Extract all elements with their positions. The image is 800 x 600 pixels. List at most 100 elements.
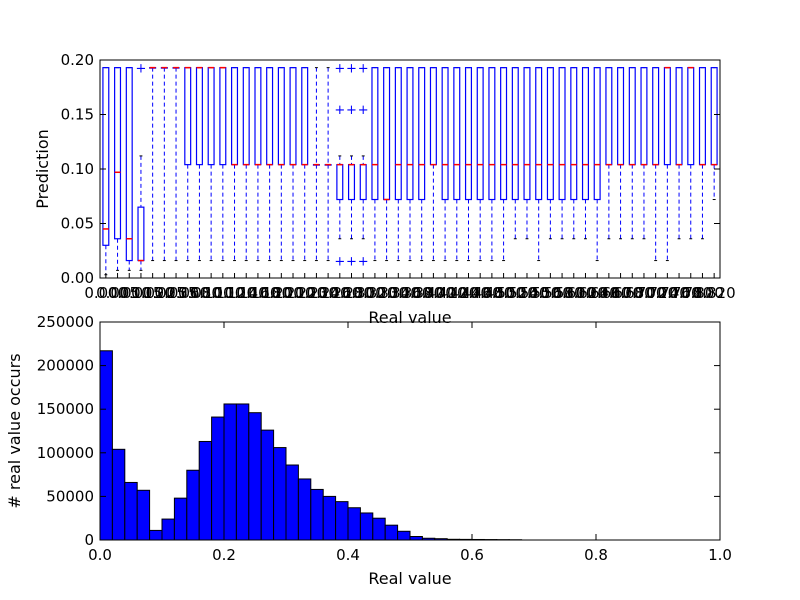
- boxplot-y-tick-label: 0.00: [61, 269, 94, 287]
- box-34: [500, 67, 508, 262]
- box-32: [476, 67, 484, 262]
- histogram-bar: [186, 469, 200, 541]
- boxplot-x-tick-label: 0.340: [377, 284, 420, 302]
- histogram-y-tick-label: 50000: [46, 487, 94, 505]
- boxplot-x-tick-label: 0.260: [318, 284, 361, 302]
- box-4: [149, 66, 157, 262]
- boxplot-x-tick-label: 0.400: [412, 284, 455, 302]
- box-body: [102, 67, 110, 246]
- histogram-y-tick-label: 250000: [37, 313, 94, 331]
- box-body: [500, 67, 508, 201]
- box-body: [558, 67, 566, 201]
- boxplot-x-tick-label: 0.240: [307, 284, 350, 302]
- histogram-bar: [260, 429, 275, 541]
- box-body: [418, 67, 426, 201]
- boxplot-x-ticks: 0.0000.0050.0100.0150.0200.0250.0350.060…: [84, 273, 736, 302]
- box-body: [581, 67, 589, 201]
- histogram-bar: [273, 447, 287, 541]
- boxplot-x-tick-label: 0.060: [166, 284, 209, 302]
- box-23: [371, 67, 379, 262]
- histogram-bar: [310, 488, 324, 541]
- boxplot-x-tick-label: 0.080: [178, 284, 221, 302]
- box-flier: +: [346, 103, 357, 118]
- histogram-bar: [297, 478, 312, 541]
- box-52: [710, 67, 718, 201]
- box-body: [464, 67, 473, 201]
- box-17: [301, 67, 309, 262]
- boxplot-x-tick-label: 0.140: [225, 284, 268, 302]
- box-21: + + +: [346, 62, 357, 270]
- boxplot-x-tick-label: 0.360: [389, 284, 432, 302]
- box-15: [277, 67, 285, 262]
- box-45: [628, 67, 636, 240]
- histogram-bar: [335, 501, 349, 541]
- box-20: + + +: [334, 62, 345, 270]
- box-31: [464, 67, 473, 262]
- histogram-x-tick-label: 0.0: [88, 546, 112, 564]
- boxplot-x-tick-label: 0.210: [272, 284, 315, 302]
- histogram-x-tick-label: 0.4: [336, 546, 360, 564]
- histogram-bar: [99, 350, 113, 541]
- boxplot-x-tick-label: 0.580: [541, 284, 584, 302]
- box-6: [172, 66, 180, 262]
- boxplot-x-tick-label: 0.520: [494, 284, 537, 302]
- boxplot-x-tick-label: 0.200: [260, 284, 303, 302]
- boxplot-x-tick-label: 0.820: [693, 284, 736, 302]
- box-13: [254, 67, 262, 262]
- boxplot-x-tick-label: 0.180: [248, 284, 291, 302]
- boxplot-x-tick-label: 0.500: [482, 284, 525, 302]
- box-7: [184, 66, 192, 262]
- box-8: [195, 66, 203, 262]
- histogram-bar: [111, 448, 126, 541]
- boxplot-y-tick-label: 0.15: [61, 106, 94, 124]
- real-value-histogram: 0 50000 100000 150000 200000 250000 0.0 0.2 0.4…: [5, 313, 732, 588]
- box-38: [546, 67, 554, 240]
- boxplot-x-tick-label: 0.035: [155, 284, 198, 302]
- box-body: [511, 67, 519, 201]
- histogram-x-tick-label: 1.0: [708, 546, 732, 564]
- boxplot-x-tick-label: 0.480: [470, 284, 513, 302]
- boxplot-x-tick-label: 0.280: [330, 284, 373, 302]
- box-9: [207, 66, 215, 262]
- histogram-bar: [372, 517, 386, 541]
- box-5: [160, 66, 168, 262]
- box-flier: +: [358, 62, 369, 77]
- histogram-x-axis-label: Real value: [368, 569, 451, 588]
- boxplot-y-axis-label: Prediction: [33, 129, 52, 208]
- boxplot-x-tick-label: 0.330: [365, 284, 408, 302]
- boxplot-x-tick-label: 0.660: [587, 284, 630, 302]
- box-14: [266, 67, 274, 262]
- box-51: [698, 67, 706, 240]
- box-12: [242, 67, 250, 262]
- box-27: [418, 67, 426, 262]
- boxplot-x-axis-label: Real value: [368, 308, 451, 327]
- boxplot-x-tick-label: 0.010: [108, 284, 151, 302]
- box-47: [652, 67, 660, 262]
- box-body: [371, 67, 379, 201]
- box-40: [570, 67, 578, 240]
- histogram-bar: [384, 524, 399, 541]
- histogram-bar: [409, 536, 423, 541]
- boxplot-x-tick-label: 0.460: [459, 284, 502, 302]
- boxplot-x-tick-label: 0.600: [552, 284, 595, 302]
- histogram-y-ticks: 0 50000 100000 150000 200000 250000: [37, 313, 720, 549]
- boxplot-x-tick-label: 0.020: [131, 284, 174, 302]
- histogram-bar: [149, 529, 163, 541]
- boxplot-x-tick-label: 0.110: [201, 284, 244, 302]
- box-flier: +: [334, 62, 345, 77]
- boxplot-marks: ++++++++++: [102, 62, 718, 276]
- boxplot-x-tick-label: 0.320: [353, 284, 396, 302]
- histogram-x-tick-label: 0.2: [212, 546, 236, 564]
- box-body: [535, 67, 543, 201]
- histogram-bar: [124, 481, 138, 541]
- box-body: [125, 67, 133, 262]
- box-41: [581, 67, 589, 240]
- histogram-bar: [223, 403, 237, 541]
- box-flier: +: [334, 103, 345, 118]
- box-29: [441, 67, 449, 262]
- boxplot-x-tick-label: 0.560: [529, 284, 572, 302]
- boxplot-x-tick-label: 0.680: [611, 284, 654, 302]
- histogram-y-tick-label: 100000: [37, 444, 94, 462]
- histogram-y-tick-label: 0: [84, 531, 94, 549]
